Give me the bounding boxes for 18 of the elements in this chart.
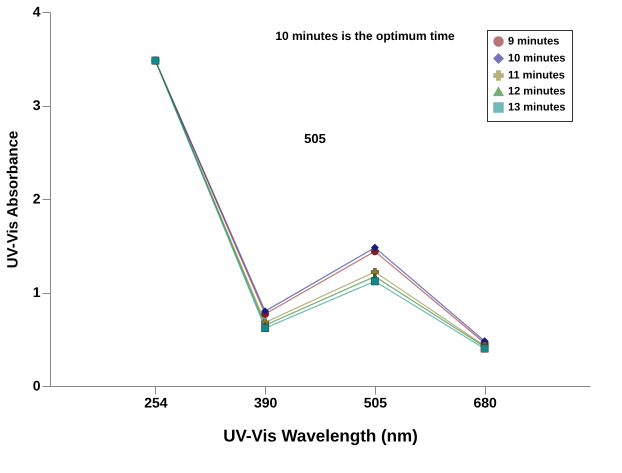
legend-label: 10 minutes (508, 52, 566, 64)
legend-label: 11 minutes (508, 70, 565, 82)
legend-label: 13 minutes (508, 102, 566, 114)
x-tick-label: 680 (473, 394, 498, 410)
y-axis-title: UV-Vis Absorbance (4, 130, 22, 268)
x-axis-title: UV-Vis Wavelength (nm) (223, 426, 418, 446)
y-tick-label: 0 (32, 378, 41, 394)
y-tick-label: 3 (32, 97, 41, 113)
y-tick-label: 2 (32, 190, 41, 206)
x-tick-label: 254 (144, 394, 168, 410)
y-tick-label: 1 (32, 284, 41, 300)
annotation: 10 minutes is the optimum time (275, 29, 456, 43)
legend-label: 12 minutes (508, 86, 566, 98)
x-tick-label: 505 (364, 394, 388, 410)
annotation: 505 (304, 131, 326, 146)
y-tick-label: 4 (32, 4, 41, 20)
legend-label: 9 minutes (508, 36, 560, 48)
x-tick-label: 390 (254, 394, 278, 410)
